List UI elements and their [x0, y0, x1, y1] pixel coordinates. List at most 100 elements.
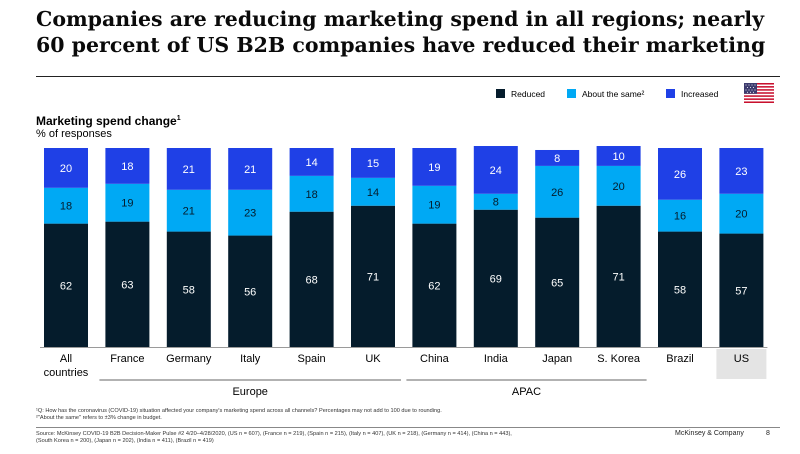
bar-uk-increased — [351, 148, 395, 178]
bar-china-reduced — [412, 223, 457, 347]
x-tick-label-india: India — [484, 353, 509, 365]
bar-us-reduced — [719, 233, 764, 347]
x-tick-label-germany: Germany — [166, 353, 212, 365]
data-label-india-about-the-same: 8 — [493, 197, 499, 209]
data-label-france-about-the-same: 19 — [121, 198, 133, 210]
us-flag-icon — [744, 83, 774, 103]
bar-brazil-reduced — [658, 231, 702, 347]
data-label-uk-about-the-same: 14 — [367, 187, 379, 199]
page-number: 8 — [766, 430, 770, 437]
data-label-spain-reduced: 68 — [305, 274, 317, 286]
bar-spain-about-the-same — [289, 175, 334, 212]
group-label-europe: Europe — [232, 386, 267, 398]
data-label-uk-increased: 15 — [367, 158, 379, 170]
bar-germany-reduced — [166, 231, 211, 347]
bar-all-countries-about-the-same — [44, 187, 88, 224]
bar-india-increased — [473, 146, 518, 194]
bar-china-increased — [412, 148, 457, 186]
data-label-spain-about-the-same: 18 — [305, 189, 317, 201]
bar-s-korea-increased — [596, 146, 641, 166]
data-label-india-reduced: 69 — [490, 273, 502, 285]
bar-us-increased — [719, 148, 764, 194]
bar-spain-increased — [289, 148, 334, 176]
bar-india-reduced — [473, 209, 518, 347]
title-divider — [36, 76, 780, 77]
data-label-japan-reduced: 65 — [551, 277, 563, 289]
x-tick-label-japan: Japan — [542, 353, 572, 365]
data-label-germany-increased: 21 — [183, 164, 195, 176]
legend-item-reduced: Reduced — [496, 89, 545, 99]
bar-france-increased — [105, 148, 150, 184]
data-label-brazil-reduced: 58 — [674, 284, 686, 296]
bar-japan-about-the-same — [535, 165, 580, 218]
data-label-france-reduced: 63 — [121, 279, 133, 291]
data-label-italy-increased: 21 — [244, 164, 256, 176]
chart-title: Marketing spend change1 — [36, 114, 181, 128]
stacked-bar-chart: 62 18 20 63 19 18 58 21 21 56 23 21 68 18 14 71 14 15 62 19… — [40, 146, 768, 398]
bar-germany-increased — [166, 148, 211, 190]
data-label-us-increased: 23 — [735, 166, 747, 178]
legend-label-reduced: Reduced — [511, 89, 546, 99]
bar-france-about-the-same — [105, 183, 150, 222]
x-tick-label-uk: UK — [365, 353, 381, 365]
bar-all-countries-reduced — [44, 223, 88, 347]
source-line-2: (South Korea n = 200), (Japan n = 202), … — [36, 438, 214, 444]
bar-brazil-about-the-same — [658, 199, 702, 232]
data-label-japan-about-the-same: 26 — [551, 187, 563, 199]
bar-italy-reduced — [228, 235, 273, 347]
bar-india-about-the-same — [473, 193, 518, 210]
bar-s-korea-reduced — [596, 205, 641, 347]
data-label-italy-about-the-same: 23 — [244, 208, 256, 220]
chart-title-text: Marketing spend change — [36, 114, 177, 128]
bar-brazil-increased — [658, 148, 702, 200]
data-label-italy-reduced: 56 — [244, 286, 256, 298]
legend-swatch-increased — [666, 89, 675, 98]
x-tick-label-us: US — [734, 353, 749, 365]
data-label-spain-increased: 14 — [305, 157, 317, 169]
data-label-s-korea-about-the-same: 20 — [612, 181, 624, 193]
data-label-uk-reduced: 71 — [367, 271, 379, 283]
legend-item-increased: Increased — [666, 89, 718, 99]
title-line-1: Companies are reducing marketing spend i… — [36, 7, 764, 31]
bar-s-korea-about-the-same — [596, 165, 641, 206]
data-label-brazil-about-the-same: 16 — [674, 211, 686, 223]
legend-item-about-same: About the same² — [567, 89, 644, 99]
x-tick-label-france: France — [110, 353, 144, 365]
data-label-s-korea-increased: 10 — [612, 151, 624, 163]
data-label-japan-increased: 8 — [554, 153, 560, 165]
bar-all-countries-increased — [44, 148, 88, 188]
data-label-all-countries-about-the-same: 18 — [60, 201, 72, 213]
footer-divider — [36, 427, 780, 428]
data-label-all-countries-increased: 20 — [60, 163, 72, 175]
bar-uk-reduced — [351, 205, 395, 347]
bar-uk-about-the-same — [351, 177, 395, 206]
bar-japan-reduced — [535, 217, 580, 347]
bar-japan-increased — [535, 149, 580, 166]
bar-germany-about-the-same — [166, 189, 211, 232]
bar-italy-about-the-same — [228, 189, 273, 236]
x-tick-label-brazil: Brazil — [666, 353, 694, 365]
bar-france-reduced — [105, 221, 150, 347]
bar-italy-increased — [228, 148, 273, 190]
legend-label-about-same: About the same² — [582, 89, 645, 99]
x-tick-label-s-korea: S. Korea — [597, 353, 641, 365]
legend-swatch-about-same — [567, 89, 576, 98]
legend-swatch-reduced — [496, 89, 505, 98]
data-label-us-about-the-same: 20 — [735, 209, 747, 221]
data-label-france-increased: 18 — [121, 161, 133, 173]
x-tick-label-all-countries: All countries — [44, 353, 89, 379]
chart-title-footnote-marker: 1 — [176, 115, 181, 122]
data-label-china-increased: 19 — [428, 162, 440, 174]
data-label-us-reduced: 57 — [735, 285, 747, 297]
bar-china-about-the-same — [412, 185, 457, 224]
footnote-1: ¹Q: How has the coronavirus (COVID-19) s… — [36, 408, 442, 414]
data-label-s-korea-reduced: 71 — [612, 271, 624, 283]
data-label-india-increased: 24 — [490, 165, 502, 177]
data-label-germany-about-the-same: 21 — [183, 206, 195, 218]
footnote-2: ²"About the same" refers to ±3% change i… — [36, 415, 162, 421]
x-tick-label-china: China — [420, 353, 450, 365]
data-label-germany-reduced: 58 — [183, 284, 195, 296]
data-label-china-reduced: 62 — [428, 280, 440, 292]
page-title: Companies are reducing marketing spend i… — [36, 6, 776, 58]
legend-label-increased: Increased — [681, 89, 719, 99]
